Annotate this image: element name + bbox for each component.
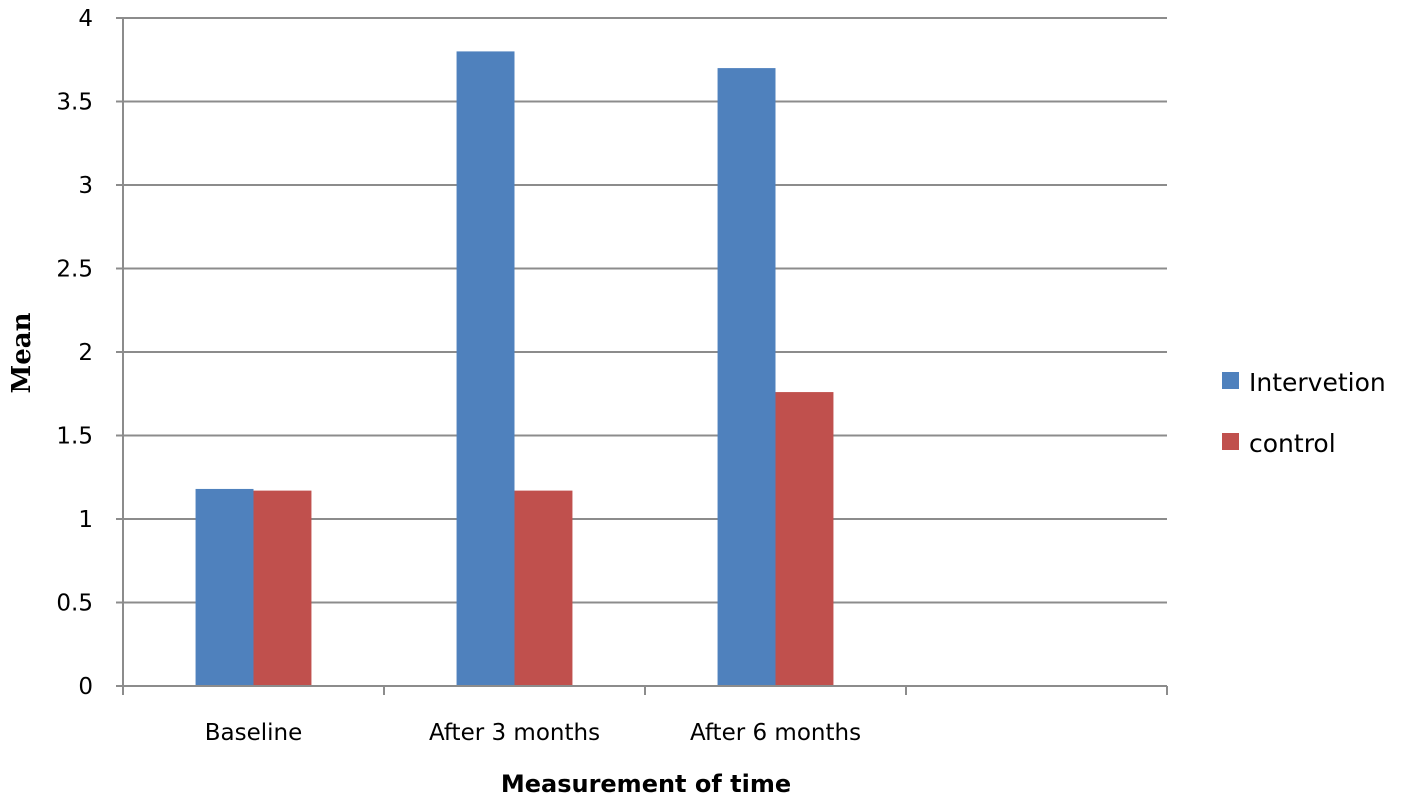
y-axis-title: Mean: [7, 312, 37, 393]
bars: [195, 51, 834, 687]
y-tick-label: 0.5: [56, 591, 93, 617]
y-tick-label: 2: [78, 340, 93, 366]
bar-control: [775, 392, 834, 686]
y-tick-label: 0: [78, 674, 93, 700]
legend-label-intervetion: Intervetion: [1249, 368, 1386, 397]
y-tick-label: 1.5: [56, 424, 93, 450]
y-tick-label: 4: [78, 6, 93, 32]
bar-control: [253, 490, 312, 686]
legend: Intervetion control: [1222, 368, 1386, 458]
bar-intervetion: [717, 68, 776, 687]
axes: [122, 18, 1168, 695]
legend-label-control: control: [1249, 429, 1336, 458]
bar-control: [514, 490, 573, 686]
x-tick-labels: Baseline After 3 months After 6 months: [205, 720, 861, 746]
y-tick-label: 3.5: [56, 90, 93, 116]
x-tick-label: After 3 months: [429, 720, 600, 746]
bar-intervetion: [195, 488, 254, 686]
y-tick-label: 3: [78, 173, 93, 199]
x-tick-label: Baseline: [205, 720, 303, 746]
x-tick-label: After 6 months: [690, 720, 861, 746]
y-tick-label: 2.5: [56, 257, 93, 283]
y-tick-labels: 0 0.5 1 1.5 2 2.5 3 3.5 4: [56, 6, 93, 700]
y-tick-label: 1: [78, 507, 93, 533]
x-axis-title: Measurement of time: [501, 770, 791, 798]
legend-swatch-control: [1222, 433, 1239, 450]
legend-swatch-intervetion: [1222, 372, 1239, 389]
bar-intervetion: [456, 51, 515, 686]
